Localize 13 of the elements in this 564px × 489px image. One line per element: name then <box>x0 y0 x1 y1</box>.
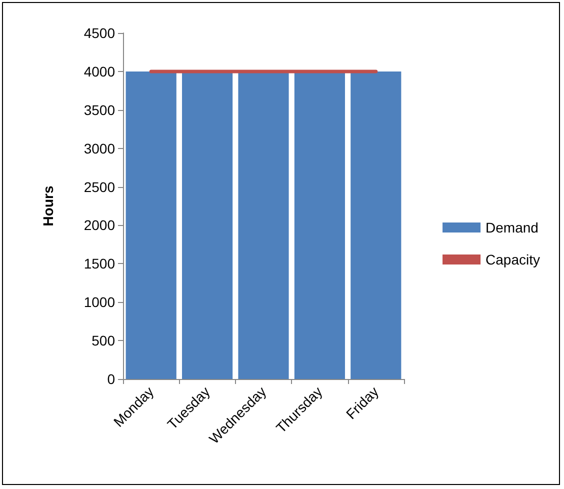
y-tick-label: 4500 <box>84 25 116 41</box>
y-tick-label: 500 <box>92 332 116 349</box>
y-tick-label: 2000 <box>84 217 116 234</box>
legend-label: Capacity <box>486 252 540 268</box>
y-tick-label: 3000 <box>84 140 116 156</box>
y-tick-label: 2500 <box>84 178 116 195</box>
y-tick-label: 1500 <box>84 256 116 272</box>
y-axis-title: Hours <box>40 186 56 226</box>
y-tick-label: 3500 <box>84 102 116 118</box>
y-tick-label: 4000 <box>84 63 116 80</box>
y-tick-label: 1000 <box>84 294 116 310</box>
y-tick-label: 0 <box>107 371 116 387</box>
legend-label: Demand <box>486 220 538 236</box>
